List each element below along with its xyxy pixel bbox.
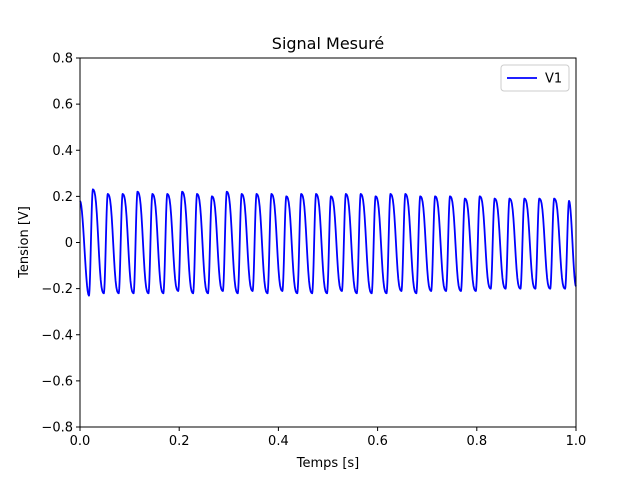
series-point-trough bbox=[221, 290, 224, 292]
series-point-peak bbox=[508, 197, 511, 200]
legend: V1 bbox=[500, 64, 570, 92]
x-tick-label: 0.4 bbox=[268, 434, 289, 449]
series-point-trough bbox=[460, 290, 462, 292]
series-point-trough bbox=[370, 292, 373, 295]
series-peaks bbox=[88, 188, 570, 297]
series-point-peak bbox=[359, 193, 362, 195]
x-axis: 0.0 0.2 0.4 0.6 0.8 1.0 bbox=[70, 427, 587, 449]
series-point-trough bbox=[385, 292, 388, 295]
y-tick-label: 0.4 bbox=[52, 144, 73, 159]
series-point-peak bbox=[568, 200, 570, 202]
series-point-trough bbox=[474, 290, 477, 292]
series-point-trough bbox=[102, 292, 105, 295]
series-point-peak bbox=[404, 193, 407, 195]
series-point-trough bbox=[192, 292, 194, 295]
series-point-trough bbox=[430, 290, 433, 292]
series-point-peak bbox=[196, 193, 198, 195]
series-point-trough bbox=[445, 290, 447, 292]
series-point-peak bbox=[300, 193, 303, 195]
series-point-peak bbox=[181, 190, 184, 193]
plot-frame bbox=[79, 57, 577, 428]
series-point-trough bbox=[400, 290, 403, 292]
series-point-trough bbox=[564, 287, 566, 290]
series-point-peak bbox=[449, 195, 451, 198]
y-tick-label: 0.6 bbox=[52, 98, 73, 113]
series-point-peak bbox=[434, 195, 437, 198]
y-axis: −0.8 −0.6 −0.4 −0.2 0 0.2 0.4 0.6 0.8 bbox=[41, 52, 80, 436]
series-point-trough bbox=[88, 294, 90, 297]
series-point-peak bbox=[136, 190, 139, 193]
series-point-trough bbox=[177, 290, 180, 292]
y-axis-label: Tension [V] bbox=[17, 206, 32, 279]
series-point-peak bbox=[166, 193, 169, 195]
series-point-peak bbox=[538, 197, 541, 200]
x-tick-label: 1.0 bbox=[566, 434, 587, 449]
series-point-trough bbox=[162, 292, 165, 295]
series-point-trough bbox=[326, 292, 328, 295]
series-point-peak bbox=[419, 195, 422, 198]
x-axis-label: Temps [s] bbox=[296, 456, 359, 471]
y-tick-label: 0 bbox=[65, 236, 73, 251]
series-point-peak bbox=[315, 193, 317, 195]
x-tick-label: 0.8 bbox=[466, 434, 487, 449]
series-point-trough bbox=[311, 292, 314, 295]
series-point-peak bbox=[463, 197, 466, 200]
series-point-trough bbox=[207, 292, 209, 295]
series-point-peak bbox=[285, 195, 288, 198]
series-point-trough bbox=[504, 287, 507, 290]
series-point-peak bbox=[151, 193, 154, 195]
series-point-trough bbox=[534, 287, 537, 290]
series-point-peak bbox=[330, 195, 332, 198]
series-point-peak bbox=[91, 188, 94, 191]
series-line-v1 bbox=[79, 188, 577, 297]
y-tick-label: 0.2 bbox=[52, 190, 73, 205]
series-point-peak bbox=[553, 197, 556, 200]
series-point-trough bbox=[340, 290, 343, 292]
series-point-peak bbox=[270, 193, 273, 195]
series-point-peak bbox=[344, 193, 347, 195]
series-point-trough bbox=[236, 292, 239, 295]
y-tick-label: −0.8 bbox=[41, 421, 73, 436]
series-point-trough bbox=[281, 290, 284, 292]
series-point-peak bbox=[106, 193, 109, 195]
series-point-trough bbox=[519, 287, 522, 290]
series-point-peak bbox=[389, 193, 392, 195]
series-point-trough bbox=[117, 292, 120, 295]
series-point-trough bbox=[251, 290, 254, 292]
plot-area bbox=[80, 58, 576, 427]
series-point-peak bbox=[211, 195, 213, 198]
legend-label-v1: V1 bbox=[545, 72, 562, 87]
x-tick-label: 0.0 bbox=[70, 434, 91, 449]
series-point-trough bbox=[147, 292, 150, 295]
y-tick-label: −0.4 bbox=[41, 328, 73, 343]
series-point-trough bbox=[296, 292, 299, 295]
series-point-trough bbox=[489, 287, 492, 290]
series-point-peak bbox=[255, 193, 258, 195]
series-point-trough bbox=[549, 287, 552, 290]
series-point-peak bbox=[225, 190, 228, 193]
y-tick-label: 0.8 bbox=[52, 52, 73, 67]
series-point-trough bbox=[415, 292, 418, 295]
y-tick-label: −0.2 bbox=[41, 282, 73, 297]
chart-title: Signal Mesuré bbox=[272, 34, 384, 53]
series-point-peak bbox=[478, 195, 481, 198]
x-tick-label: 0.2 bbox=[169, 434, 190, 449]
series-point-trough bbox=[355, 292, 358, 295]
series-point-trough bbox=[266, 292, 269, 295]
series-point-peak bbox=[523, 197, 526, 200]
series-point-peak bbox=[493, 197, 496, 200]
series-point-peak bbox=[240, 193, 243, 195]
y-tick-label: −0.6 bbox=[41, 374, 73, 389]
series-point-peak bbox=[374, 195, 377, 198]
series-point-peak bbox=[121, 193, 124, 195]
series-point-trough bbox=[132, 292, 135, 295]
x-tick-label: 0.6 bbox=[367, 434, 388, 449]
